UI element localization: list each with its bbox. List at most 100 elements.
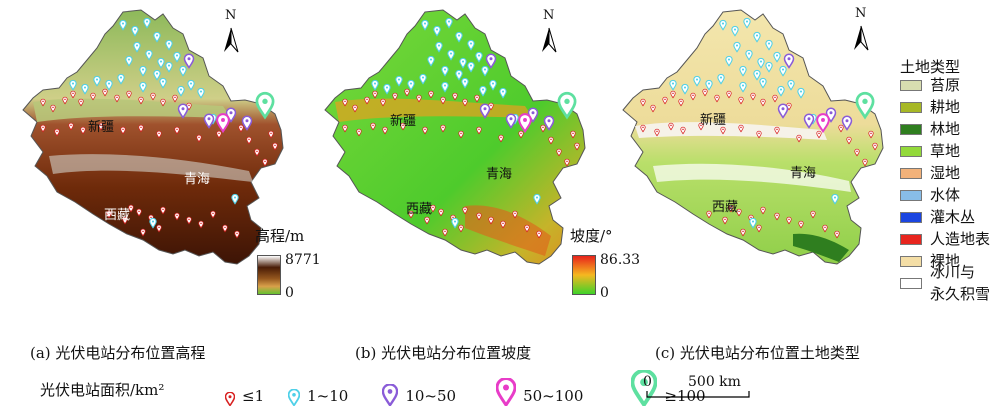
map-pin-icon xyxy=(662,96,668,105)
map-pin-icon xyxy=(846,136,852,145)
map-pin-icon xyxy=(62,96,68,105)
map-pin-icon xyxy=(798,220,804,229)
landcover-label: 水体 xyxy=(930,186,961,204)
map-pin-icon xyxy=(352,104,358,113)
map-pin-icon xyxy=(705,79,713,91)
map-pin-icon xyxy=(797,87,805,99)
map-pin-icon xyxy=(749,217,757,229)
scale-bar: 0 500 km xyxy=(640,372,780,398)
landcover-label: 人造地表 xyxy=(930,230,991,248)
map-pin-icon xyxy=(451,217,459,229)
map-pin-icon xyxy=(765,39,773,51)
size-class-label: ≤1 xyxy=(242,387,265,405)
map-pin-icon xyxy=(743,17,751,29)
scale-bar-line xyxy=(646,391,750,398)
map-pin-icon xyxy=(452,92,458,101)
map-pin-icon xyxy=(430,204,436,213)
map-pin-icon xyxy=(479,103,491,119)
region-label-qinghai: 青海 xyxy=(790,166,817,181)
map-pin-icon xyxy=(139,65,147,77)
landcover-legend-item: 冰川与 永久积雪 xyxy=(900,263,990,303)
map-pin-icon xyxy=(441,65,449,77)
size-class-label: 10~50 xyxy=(405,387,457,405)
landcover-swatch xyxy=(900,233,922,245)
map-pin-icon xyxy=(499,87,507,99)
map-pin-icon xyxy=(834,230,840,239)
map-pin-icon xyxy=(739,81,747,93)
map-pin-icon xyxy=(145,49,153,61)
map-pin-icon xyxy=(500,220,506,229)
map-pin-icon xyxy=(459,57,467,69)
map-pin-icon xyxy=(187,79,195,91)
map-pin-icon xyxy=(496,378,517,406)
map-pin-icon xyxy=(574,142,580,151)
map-pin-icon xyxy=(855,91,875,120)
map-pin-icon xyxy=(407,79,415,91)
map-pin-icon xyxy=(756,224,762,233)
slope-map xyxy=(310,6,600,276)
map-pin-icon xyxy=(693,75,701,87)
landcover-map xyxy=(608,6,898,276)
region-label-xinjiang: 新疆 xyxy=(88,120,115,135)
map-pin-icon xyxy=(736,208,742,217)
map-pin-icon xyxy=(165,61,173,73)
map-pin-icon xyxy=(796,134,802,143)
map-pin-icon xyxy=(149,217,157,229)
map-pin-icon xyxy=(177,85,185,97)
map-panel-slope: 新疆 青海 西藏 xyxy=(310,6,600,276)
map-pin-icon xyxy=(441,81,449,93)
map-pin-icon xyxy=(231,193,239,205)
landcover-legend-item: 裸地 xyxy=(900,250,960,272)
map-pin-icon xyxy=(128,204,134,213)
map-pin-icon xyxy=(234,230,240,239)
map-pin-icon xyxy=(131,25,139,37)
map-pin-icon xyxy=(197,87,205,99)
map-pin-icon xyxy=(138,96,144,105)
size-legend-classes: ≤1 1~10 10~50 50~100 ≥100 xyxy=(225,370,706,406)
map-pin-icon xyxy=(680,126,686,135)
map-pin-icon xyxy=(102,88,108,97)
region-label-xinjiang: 新疆 xyxy=(700,113,727,128)
map-pin-icon xyxy=(157,57,165,69)
map-pin-icon xyxy=(183,53,195,69)
map-pin-icon xyxy=(518,113,532,134)
map-pin-icon xyxy=(216,130,222,139)
map-pin-icon xyxy=(342,98,348,107)
map-pin-icon xyxy=(640,124,646,133)
map-pin-icon xyxy=(356,128,362,137)
map-pin-icon xyxy=(739,65,747,77)
map-pin-icon xyxy=(126,90,132,99)
map-pin-icon xyxy=(722,216,728,225)
map-pin-icon xyxy=(272,142,278,151)
map-pin-icon xyxy=(753,31,761,43)
landcover-swatch xyxy=(900,101,922,113)
map-pin-icon xyxy=(172,94,178,103)
map-pin-icon xyxy=(475,51,483,63)
slope-min-label: 0 xyxy=(600,285,609,301)
map-pin-icon xyxy=(862,158,868,167)
map-pin-icon xyxy=(462,98,468,107)
map-pin-icon xyxy=(382,384,399,406)
map-pin-icon xyxy=(159,77,167,89)
map-pin-icon xyxy=(787,79,795,91)
landcover-swatch xyxy=(900,277,922,289)
slope-max-label: 86.33 xyxy=(600,252,641,268)
map-pin-icon xyxy=(745,49,753,61)
map-pin-icon xyxy=(156,224,162,233)
size-class-label: 50~100 xyxy=(523,387,584,405)
map-pin-icon xyxy=(854,148,860,157)
map-pin-icon xyxy=(777,103,789,119)
map-pin-icon xyxy=(246,136,252,145)
size-class: 10~50 xyxy=(382,384,456,406)
map-pin-icon xyxy=(203,113,215,129)
map-pin-icon xyxy=(654,128,660,137)
map-pin-icon xyxy=(479,85,487,97)
map-pin-icon xyxy=(772,94,778,103)
map-pin-icon xyxy=(740,228,746,237)
map-pin-icon xyxy=(268,130,274,139)
landcover-swatch xyxy=(900,211,922,223)
map-pin-icon xyxy=(90,92,96,101)
map-pin-icon xyxy=(139,81,147,93)
landcover-swatch xyxy=(900,123,922,135)
landcover-swatch xyxy=(900,79,922,91)
